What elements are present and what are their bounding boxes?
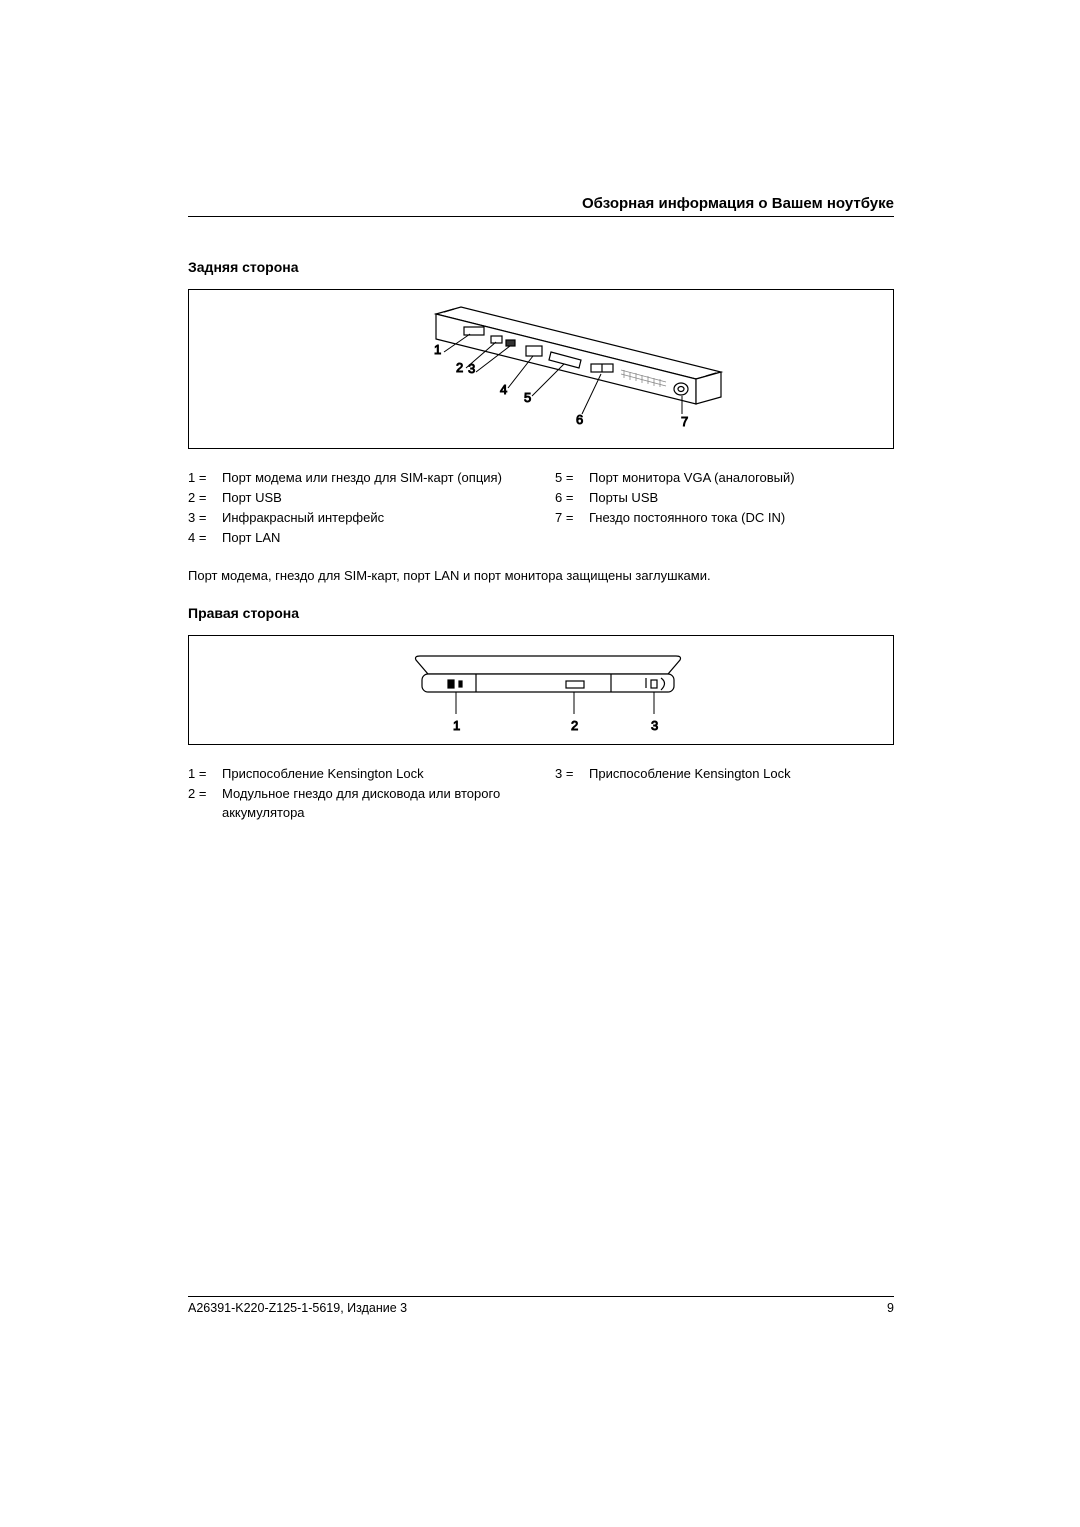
rear-diagram-svg: 1 2 3 4 5 6 7 [326,294,756,444]
rear-label-4: 4 [500,382,507,397]
rear-label-7: 7 [681,414,688,429]
page-header-title: Обзорная информация о Вашем ноутбуке [188,195,894,217]
right-diagram-svg: 1 2 3 [326,640,756,740]
rear-label-3: 3 [468,361,475,376]
footer-page-number: 9 [887,1301,894,1315]
right-label-3: 3 [651,718,658,733]
legend-num: 6 = [555,489,589,508]
rear-label-2: 2 [456,360,463,375]
legend-text: Порты USB [589,489,894,508]
legend-text: Модульное гнездо для дисковода или второ… [222,785,527,823]
right-label-1: 1 [453,718,460,733]
legend-text: Гнездо постоянного тока (DC IN) [589,509,894,528]
legend-text: Порт USB [222,489,527,508]
rear-legend-left: 1 =Порт модема или гнездо для SIM-карт (… [188,469,527,548]
right-label-2: 2 [571,718,578,733]
rear-diagram-box: 1 2 3 4 5 6 7 [188,289,894,449]
legend-num: 7 = [555,509,589,528]
right-diagram-box: 1 2 3 [188,635,894,745]
legend-num: 3 = [555,765,589,784]
right-legend: 1 =Приспособление Kensington Lock 2 =Мод… [188,765,894,824]
right-legend-right: 3 =Приспособление Kensington Lock [555,765,894,824]
rear-legend-right: 5 =Порт монитора VGA (аналоговый) 6 =Пор… [555,469,894,548]
page-content: Обзорная информация о Вашем ноутбуке Зад… [188,195,894,844]
legend-text: Приспособление Kensington Lock [222,765,527,784]
rear-legend: 1 =Порт модема или гнездо для SIM-карт (… [188,469,894,548]
legend-text: Порт монитора VGA (аналоговый) [589,469,894,488]
rear-note: Порт модема, гнездо для SIM-карт, порт L… [188,568,894,583]
legend-num: 2 = [188,785,222,823]
rear-label-5: 5 [524,390,531,405]
rear-label-1: 1 [434,342,441,357]
legend-text: Порт модема или гнездо для SIM-карт (опц… [222,469,527,488]
right-legend-left: 1 =Приспособление Kensington Lock 2 =Мод… [188,765,527,824]
legend-text: Инфракрасный интерфейс [222,509,527,528]
legend-num: 3 = [188,509,222,528]
page-footer: A26391-K220-Z125-1-5619, Издание 3 9 [188,1296,894,1315]
legend-num: 1 = [188,469,222,488]
right-section-heading: Правая сторона [188,605,894,621]
legend-num: 2 = [188,489,222,508]
legend-text: Порт LAN [222,529,527,548]
rear-label-6: 6 [576,412,583,427]
rear-section-heading: Задняя сторона [188,259,894,275]
footer-doc-id: A26391-K220-Z125-1-5619, Издание 3 [188,1301,407,1315]
legend-num: 4 = [188,529,222,548]
legend-num: 1 = [188,765,222,784]
legend-text: Приспособление Kensington Lock [589,765,894,784]
legend-num: 5 = [555,469,589,488]
